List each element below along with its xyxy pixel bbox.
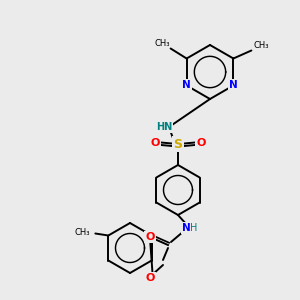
Text: O: O [150,138,160,148]
Text: N: N [182,80,191,91]
Text: S: S [173,137,182,151]
Text: HN: HN [156,122,172,132]
Text: N: N [229,80,238,91]
Text: O: O [145,232,155,242]
Text: CH₃: CH₃ [75,228,90,237]
Text: O: O [145,273,155,283]
Text: O: O [196,138,206,148]
Text: CH₃: CH₃ [154,38,170,47]
Text: N: N [182,223,190,233]
Text: CH₃: CH₃ [254,40,269,50]
Text: H: H [190,223,198,233]
